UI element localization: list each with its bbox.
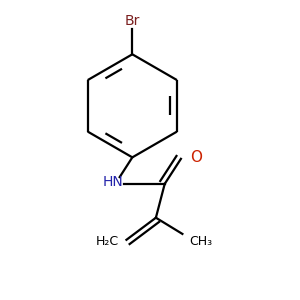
Text: HN: HN [103,176,124,189]
Text: Br: Br [124,14,140,28]
Text: O: O [190,150,202,165]
Text: CH₃: CH₃ [190,235,213,248]
Text: H₂C: H₂C [96,235,119,248]
